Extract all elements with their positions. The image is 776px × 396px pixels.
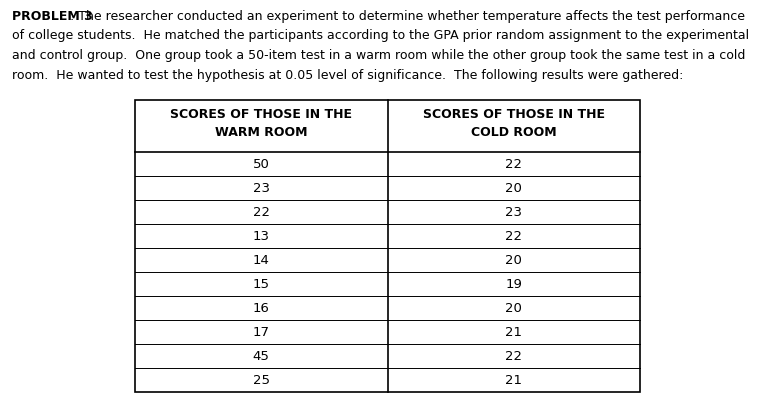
Text: 50: 50 <box>253 158 270 171</box>
Text: 13: 13 <box>253 230 270 242</box>
Text: 20: 20 <box>505 301 522 314</box>
Text: 14: 14 <box>253 253 270 267</box>
Text: 22: 22 <box>505 350 522 362</box>
Text: room.  He wanted to test the hypothesis at 0.05 level of significance.  The foll: room. He wanted to test the hypothesis a… <box>12 69 684 82</box>
Text: 22: 22 <box>505 158 522 171</box>
Text: : The researcher conducted an experiment to determine whether temperature affect: : The researcher conducted an experiment… <box>70 10 745 23</box>
Text: COLD ROOM: COLD ROOM <box>471 126 556 139</box>
Text: 25: 25 <box>253 373 270 386</box>
Text: 20: 20 <box>505 253 522 267</box>
Text: 23: 23 <box>253 181 270 194</box>
Bar <box>135 100 640 392</box>
Text: 22: 22 <box>505 230 522 242</box>
Text: 21: 21 <box>505 373 522 386</box>
Text: 17: 17 <box>253 326 270 339</box>
Text: of college students.  He matched the participants according to the GPA prior ran: of college students. He matched the part… <box>12 29 749 42</box>
Text: SCORES OF THOSE IN THE: SCORES OF THOSE IN THE <box>423 107 605 120</box>
Text: and control group.  One group took a 50-item test in a warm room while the other: and control group. One group took a 50-i… <box>12 49 746 62</box>
Text: 45: 45 <box>253 350 270 362</box>
Text: 20: 20 <box>505 181 522 194</box>
Text: 22: 22 <box>253 206 270 219</box>
Text: WARM ROOM: WARM ROOM <box>215 126 307 139</box>
Text: 15: 15 <box>253 278 270 291</box>
Text: 21: 21 <box>505 326 522 339</box>
Text: 19: 19 <box>505 278 522 291</box>
Text: PROBLEM 3: PROBLEM 3 <box>12 10 93 23</box>
Text: 23: 23 <box>505 206 522 219</box>
Text: SCORES OF THOSE IN THE: SCORES OF THOSE IN THE <box>170 107 352 120</box>
Text: 16: 16 <box>253 301 270 314</box>
